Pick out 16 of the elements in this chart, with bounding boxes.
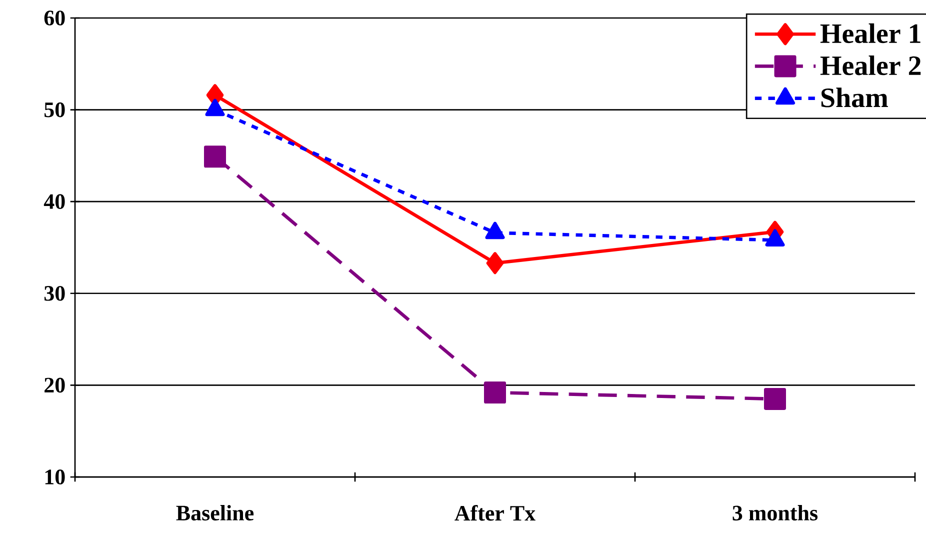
y-tick-label: 50 bbox=[44, 102, 65, 118]
y-tick-label: 20 bbox=[44, 378, 65, 393]
legend-label: Healer 2 bbox=[820, 56, 921, 76]
y-tick-label: 10 bbox=[45, 470, 65, 484]
y-tick-label: 30 bbox=[44, 286, 65, 301]
x-tick-label: 3 months bbox=[732, 505, 818, 521]
legend-label: Healer 1 bbox=[820, 23, 920, 44]
y-tick-label: 60 bbox=[44, 10, 65, 26]
point bbox=[486, 252, 504, 274]
point bbox=[484, 382, 506, 404]
point bbox=[204, 146, 226, 168]
y-tick-label: 40 bbox=[44, 194, 65, 210]
x-tick-label: After Tx bbox=[454, 505, 536, 521]
legend-label: Sham bbox=[821, 88, 888, 108]
point bbox=[764, 388, 786, 410]
x-tick-label: Baseline bbox=[176, 505, 254, 521]
